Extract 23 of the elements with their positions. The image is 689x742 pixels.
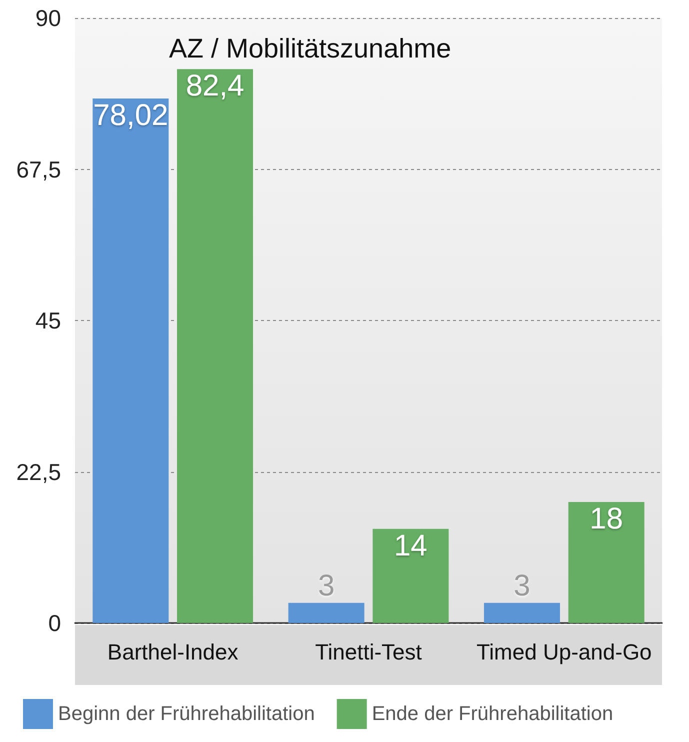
bar <box>177 69 254 623</box>
legend-label: Beginn der Frührehabilitation <box>58 703 315 725</box>
data-label: 82,4 <box>186 70 244 103</box>
data-label: 78,02 <box>93 99 168 132</box>
y-tick-label: 45 <box>35 308 61 334</box>
data-label: 14 <box>394 529 428 562</box>
bar <box>92 98 169 623</box>
x-tick-label: Barthel-Index <box>107 640 238 664</box>
text: AZ / Mobilitätszunahme <box>169 34 452 64</box>
bar <box>372 528 449 623</box>
data-label: 18 <box>590 502 624 536</box>
y-tick-label: 67,5 <box>16 156 61 182</box>
data-label: 3 <box>318 569 335 602</box>
data-label: 3 <box>514 569 530 602</box>
y-tick-label: 22,5 <box>16 458 61 485</box>
legend-label: Ende der Frührehabilitation <box>372 703 614 725</box>
y-tick-label: 0 <box>48 610 61 636</box>
bar <box>288 602 364 623</box>
bar <box>568 502 644 623</box>
bar <box>484 602 560 623</box>
y-tick-label: 90 <box>35 5 61 31</box>
x-tick-label: Tinetti-Test <box>315 640 422 664</box>
x-tick-label: Timed Up-and-Go <box>476 640 652 664</box>
